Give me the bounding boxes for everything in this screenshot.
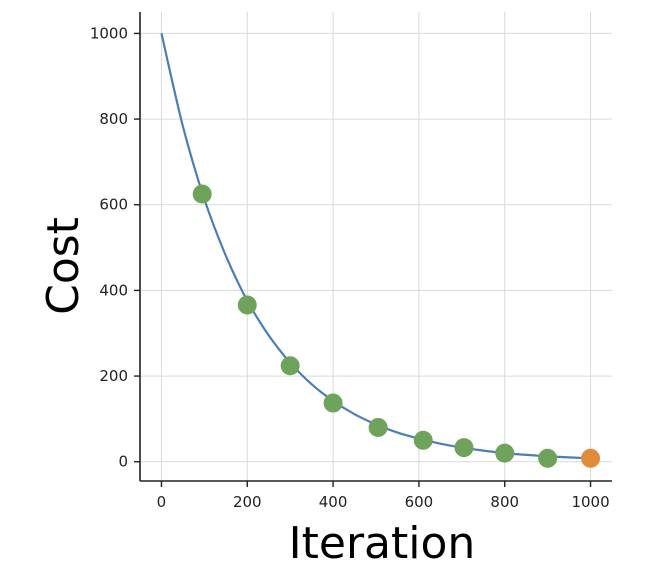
x-tick-label: 600 <box>405 493 434 511</box>
y-tick-label: 400 <box>99 281 128 299</box>
y-tick-label: 0 <box>118 453 128 471</box>
data-point <box>323 393 343 413</box>
x-tick-label: 400 <box>319 493 348 511</box>
y-tick-label: 1000 <box>90 24 128 42</box>
y-tick-label: 200 <box>99 367 128 385</box>
axes <box>139 12 612 482</box>
tick-marks <box>134 32 592 487</box>
data-point <box>538 448 558 468</box>
x-axis-title: Iteration <box>289 518 476 569</box>
y-tick-label: 600 <box>99 196 128 214</box>
data-point <box>368 417 388 437</box>
x-tick-label: 0 <box>157 493 167 511</box>
y-tick-label: 800 <box>99 110 128 128</box>
grid <box>140 12 612 481</box>
data-point <box>413 430 433 450</box>
data-point <box>237 295 257 315</box>
cost-curve-line <box>160 33 591 460</box>
x-tick-label: 1000 <box>571 493 609 511</box>
data-point <box>454 438 474 458</box>
final-data-point <box>581 448 601 468</box>
data-point <box>192 184 212 204</box>
data-points <box>192 184 601 468</box>
x-tick-labels: 0 200 400 600 800 1000 <box>157 493 610 511</box>
y-axis-title: Cost <box>38 217 89 315</box>
x-tick-label: 200 <box>233 493 262 511</box>
x-tick-label: 800 <box>490 493 519 511</box>
data-point <box>495 443 515 463</box>
data-point <box>280 356 300 376</box>
y-tick-labels: 0 200 400 600 800 1000 <box>90 24 128 470</box>
